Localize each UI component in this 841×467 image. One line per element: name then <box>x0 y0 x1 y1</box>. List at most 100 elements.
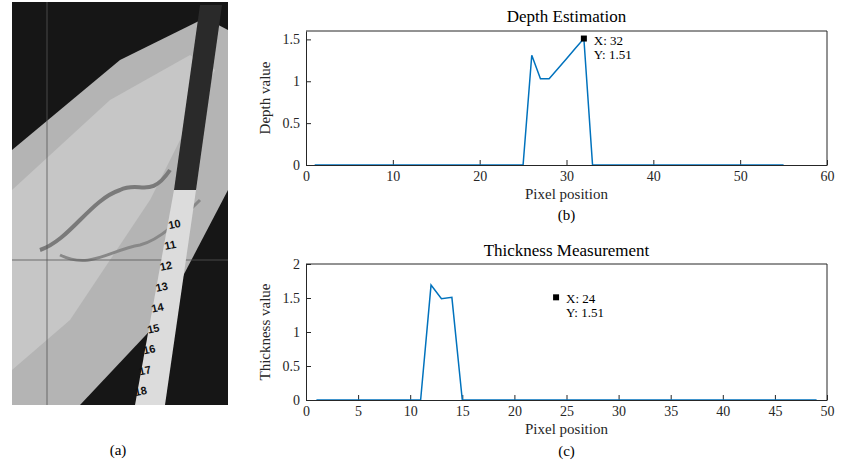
data-line <box>315 39 784 165</box>
chart-panel: 0 10 20 30 40 50 60 0 0.5 1 1.5 X: 32Y: 1.51 <box>283 31 835 184</box>
y-tick: 1.5 <box>283 291 312 306</box>
plot-area <box>306 264 827 400</box>
panel-label: (b) <box>558 207 576 224</box>
chart-panel: 0 5 10 15 20 25 30 35 40 45 50 0 0.5 1 1.5 2 X: 24Y: 1.5… <box>283 257 835 419</box>
panel-label: (a) <box>110 442 127 459</box>
x-tick-label: 60 <box>821 169 835 184</box>
x-axis-line <box>307 400 828 401</box>
y-tick-mark <box>306 366 311 367</box>
figure: 101112131415161718(a)010203040506000.511… <box>0 0 841 467</box>
x-tick: 25 <box>560 395 574 419</box>
vein <box>40 170 170 250</box>
y-tick: 1 <box>293 325 311 340</box>
photo-background <box>12 2 228 405</box>
x-tick-label: 10 <box>386 169 400 184</box>
x-tick: 10 <box>404 395 418 419</box>
tape <box>135 190 196 405</box>
y-tick-label: 1.5 <box>283 291 301 306</box>
y-tick-mark <box>306 39 311 40</box>
y-tick-label: 0.5 <box>283 116 301 131</box>
crosshair <box>12 260 228 261</box>
y-tick: 1 <box>293 74 311 89</box>
tape-dark <box>174 5 222 190</box>
tape-label: 13 <box>154 280 168 294</box>
datatip-text: Y: 1.51 <box>566 305 604 320</box>
x-tick-label: 35 <box>664 404 678 419</box>
y-tick-label: 0 <box>293 158 300 173</box>
marks <box>315 36 784 165</box>
tape-label: 12 <box>159 259 173 273</box>
x-tick-label: 15 <box>456 404 470 419</box>
x-tick-label: 10 <box>404 404 418 419</box>
x-tick-label: 20 <box>473 169 487 184</box>
x-tick: 20 <box>473 160 487 184</box>
x-tick-label: 40 <box>647 169 661 184</box>
y-axis-title: Thickness value <box>257 283 273 380</box>
x-tick-label: 50 <box>821 404 835 419</box>
y-tick: 0.5 <box>283 359 312 374</box>
x-axis: 0 10 20 30 40 50 60 <box>303 160 835 184</box>
y-tick-mark <box>306 81 311 82</box>
y-axis-title: Depth value <box>257 61 273 134</box>
y-tick-mark <box>306 400 311 401</box>
datatip-text: Y: 1.51 <box>594 47 632 62</box>
y-tick: 0 <box>293 393 311 408</box>
x-axis: 05101520253035404550 <box>303 395 835 419</box>
y-axis: 0 0.5 1 1.5 2 <box>283 257 312 408</box>
x-tick-label: 50 <box>734 169 748 184</box>
y-tick-mark <box>306 298 311 299</box>
y-tick-label: 0.5 <box>283 359 301 374</box>
marks <box>316 285 816 400</box>
y-tick-label: 2 <box>293 257 300 272</box>
x-tick-label: 40 <box>716 404 730 419</box>
panel-label: (c) <box>558 443 575 460</box>
x-tick: 40 <box>716 395 730 419</box>
datatip-marker <box>553 294 559 300</box>
tape-label: 18 <box>133 384 147 398</box>
crosshair <box>47 2 48 405</box>
x-tick: 5 <box>355 395 362 419</box>
datatip-text: X: 24 <box>566 291 596 306</box>
x-axis-title: Pixel position <box>525 421 608 437</box>
x-tick-label: 45 <box>768 404 782 419</box>
x-tick: 20 <box>508 395 522 419</box>
y-tick-label: 0 <box>293 393 300 408</box>
data-line <box>316 285 816 400</box>
y-axis-line <box>306 32 307 166</box>
photo-panel: 101112131415161718 <box>12 2 228 405</box>
y-tick-label: 1 <box>293 325 300 340</box>
tape-label: 11 <box>163 238 177 252</box>
y-tick-mark <box>306 123 311 124</box>
x-tick: 10 <box>386 160 400 184</box>
x-tick: 50 <box>734 160 748 184</box>
y-tick-mark <box>306 332 311 333</box>
frame <box>827 31 828 165</box>
y-tick: 0.5 <box>283 116 312 131</box>
y-tick-label: 1 <box>293 74 300 89</box>
x-tick: 30 <box>612 395 626 419</box>
x-tick: 45 <box>768 395 782 419</box>
datatip-text: X: 32 <box>594 33 623 48</box>
x-tick-mark <box>567 160 568 165</box>
y-tick: 1.5 <box>283 32 312 47</box>
y-axis: 0 0.5 1 1.5 <box>283 32 312 173</box>
frame <box>306 31 827 32</box>
y-tick: 0 <box>293 158 311 173</box>
datatip-marker <box>581 36 587 42</box>
x-tick-label: 30 <box>612 404 626 419</box>
x-tick-label: 20 <box>508 404 522 419</box>
x-tick: 30 <box>560 160 574 184</box>
x-axis-title: Pixel position <box>525 186 608 202</box>
tape-label: 15 <box>146 321 160 335</box>
y-tick-label: 1.5 <box>283 32 301 47</box>
chart-title: Thickness Measurement <box>484 241 650 260</box>
chart-title: Depth Estimation <box>507 7 627 26</box>
x-tick: 35 <box>664 395 678 419</box>
tape-label: 10 <box>167 217 181 231</box>
tape-label: 16 <box>142 342 156 356</box>
x-tick-label: 5 <box>355 404 362 419</box>
tape-label: 14 <box>150 300 165 314</box>
x-tick-label: 0 <box>303 169 310 184</box>
x-tick-label: 25 <box>560 404 574 419</box>
frame <box>306 264 827 265</box>
